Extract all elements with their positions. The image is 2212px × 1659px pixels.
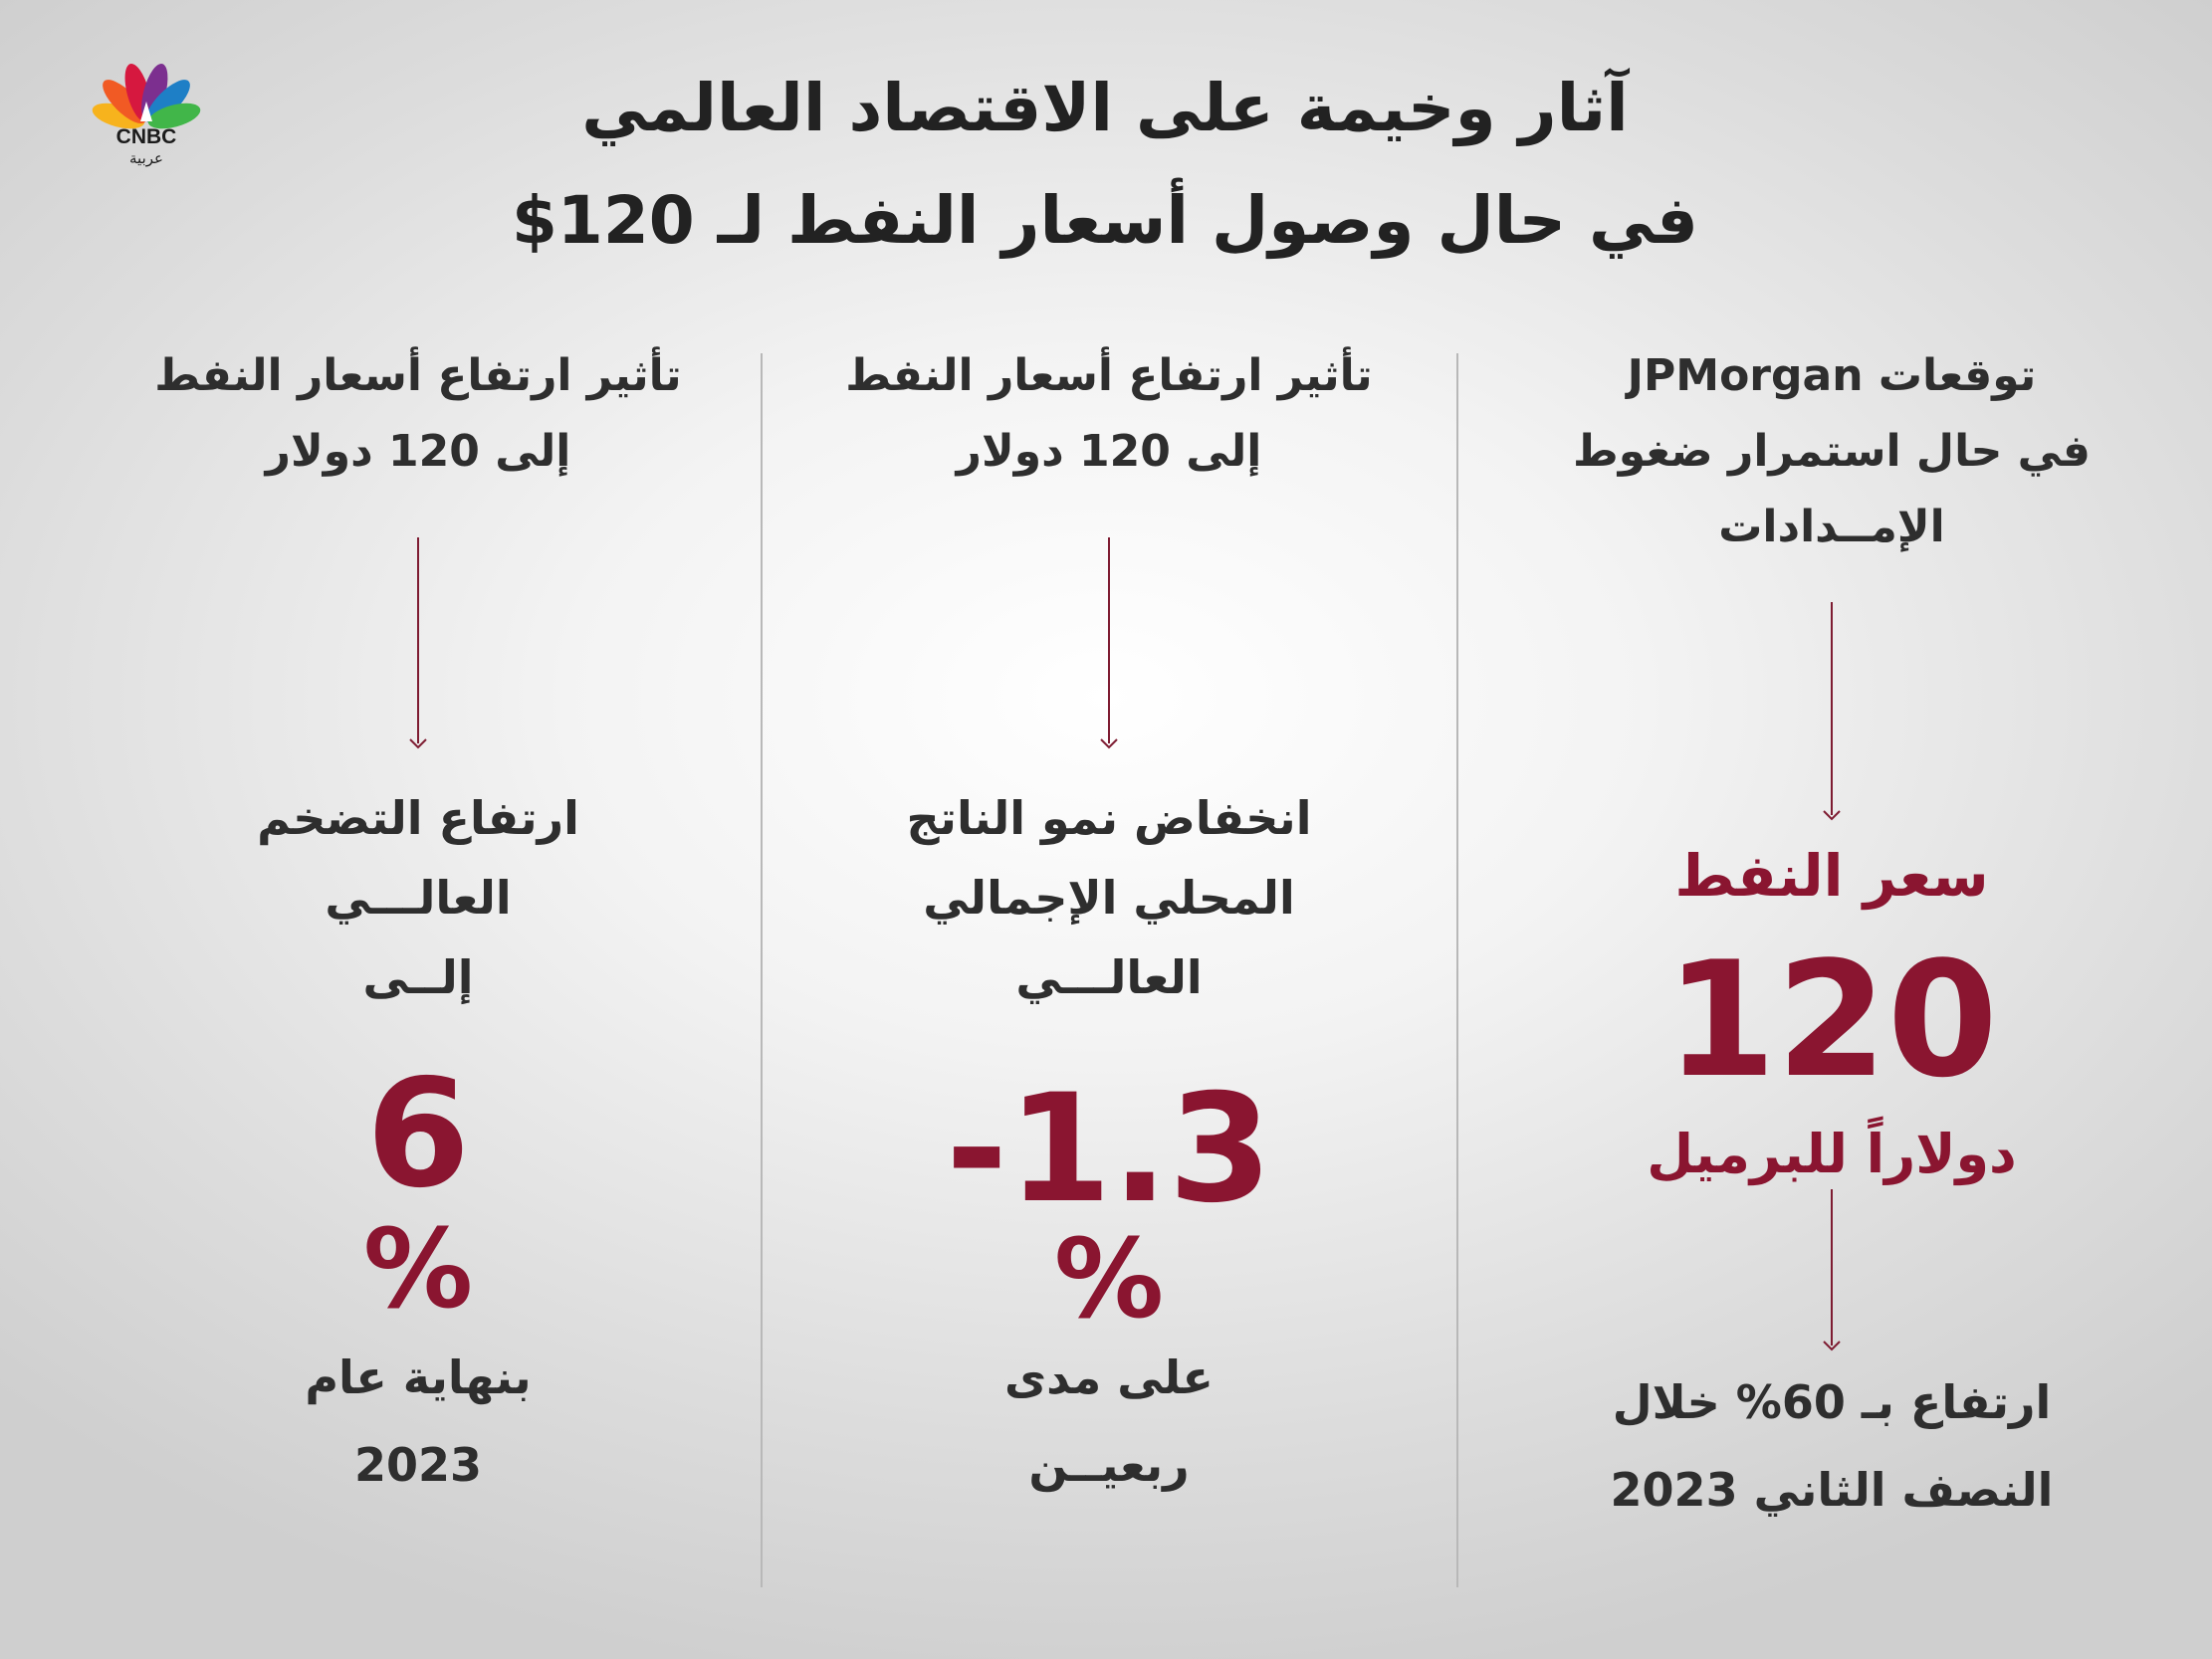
column-jpmorgan-forecast: توقعات JPMorgan في حال استمرار ضغوط الإم… [1523,338,2140,1632]
oil-price-label: سعر النفط [1674,842,1989,910]
oil-price-unit: دولاراً للبرميل [1647,1123,2017,1185]
percent-sign: % [1053,1215,1165,1343]
column-heading: توقعات JPMorgan في حال استمرار ضغوط الإم… [1523,338,2140,565]
column-divider-right [1456,353,1458,1587]
heading-line-1: تأثير ارتفاع أسعار النفط [845,350,1373,401]
effect-line-1: ارتفاع التضخم [257,791,579,845]
footer-line-2: ربعيــن [1028,1438,1190,1492]
column-heading: تأثير ارتفاع أسعار النفط إلى 120 دولار [800,338,1418,490]
effect-line-2: العالـــي [325,871,512,925]
peacock-feather-purple [141,63,168,122]
heading-line-1: توقعات JPMorgan [1627,350,2037,401]
column-heading: تأثير ارتفاع أسعار النفط إلى 120 دولار [110,338,727,490]
column-footer: ارتفاع بـ 60% خلال النصف الثاني 2023 [1523,1358,2140,1534]
effect-text: ارتفاع التضخم العالـــي إلــى [110,778,727,1017]
effect-line-3: العالـــي [1015,950,1203,1004]
effect-text: انخفاض نمو الناتج المحلي الإجمالي العالـ… [800,778,1418,1017]
cnbc-arabia-logo: CNBC عربية [88,60,205,169]
column-footer: على مدى ربعيــن [800,1334,1418,1509]
down-arrow-icon [1822,602,1842,823]
page-title-line-2: في حال وصول أسعار النفط لـ 120$ [511,182,1699,259]
effect-line-3: إلــى [362,950,474,1004]
footer-line-1: بنهاية عام [305,1350,532,1404]
inflation-value: 6 [365,1048,471,1221]
down-arrow-icon [1822,1189,1842,1353]
oil-price-value: 120 [1665,927,1998,1113]
footer-line-1: على مدى [1004,1350,1214,1404]
effect-line-2: المحلي الإجمالي [923,871,1295,925]
logo-subtext: عربية [129,149,163,167]
down-arrow-icon [408,537,428,751]
heading-line-3: الإمــدادات [1718,502,1945,552]
peacock-icon [92,63,201,129]
heading-line-2: إلى 120 دولار [265,426,571,477]
effect-line-1: انخفاض نمو الناتج [906,791,1312,845]
peacock-feather-green [147,103,201,129]
heading-line-2: في حال استمرار ضغوط [1573,426,2091,477]
footer-line-2: النصف الثاني 2023 [1610,1463,2054,1517]
page-title-line-1: آثار وخيمة على الاقتصاد العالمي [581,70,1629,146]
footer-line-1: ارتفاع بـ 60% خلال [1612,1375,2052,1429]
footer-line-2: 2023 [353,1438,483,1492]
logo-text: CNBC [115,125,177,148]
gdp-change-value: -1.3 [946,1063,1272,1236]
column-divider-left [761,353,763,1587]
down-arrow-icon [1099,537,1119,751]
heading-line-2: إلى 120 دولار [956,426,1262,477]
column-gdp-impact: تأثير ارتفاع أسعار النفط إلى 120 دولار ا… [800,338,1418,1632]
column-inflation-impact: تأثير ارتفاع أسعار النفط إلى 120 دولار ا… [110,338,727,1632]
percent-sign: % [362,1205,474,1333]
column-footer: بنهاية عام 2023 [110,1334,727,1509]
heading-line-1: تأثير ارتفاع أسعار النفط [154,350,682,401]
